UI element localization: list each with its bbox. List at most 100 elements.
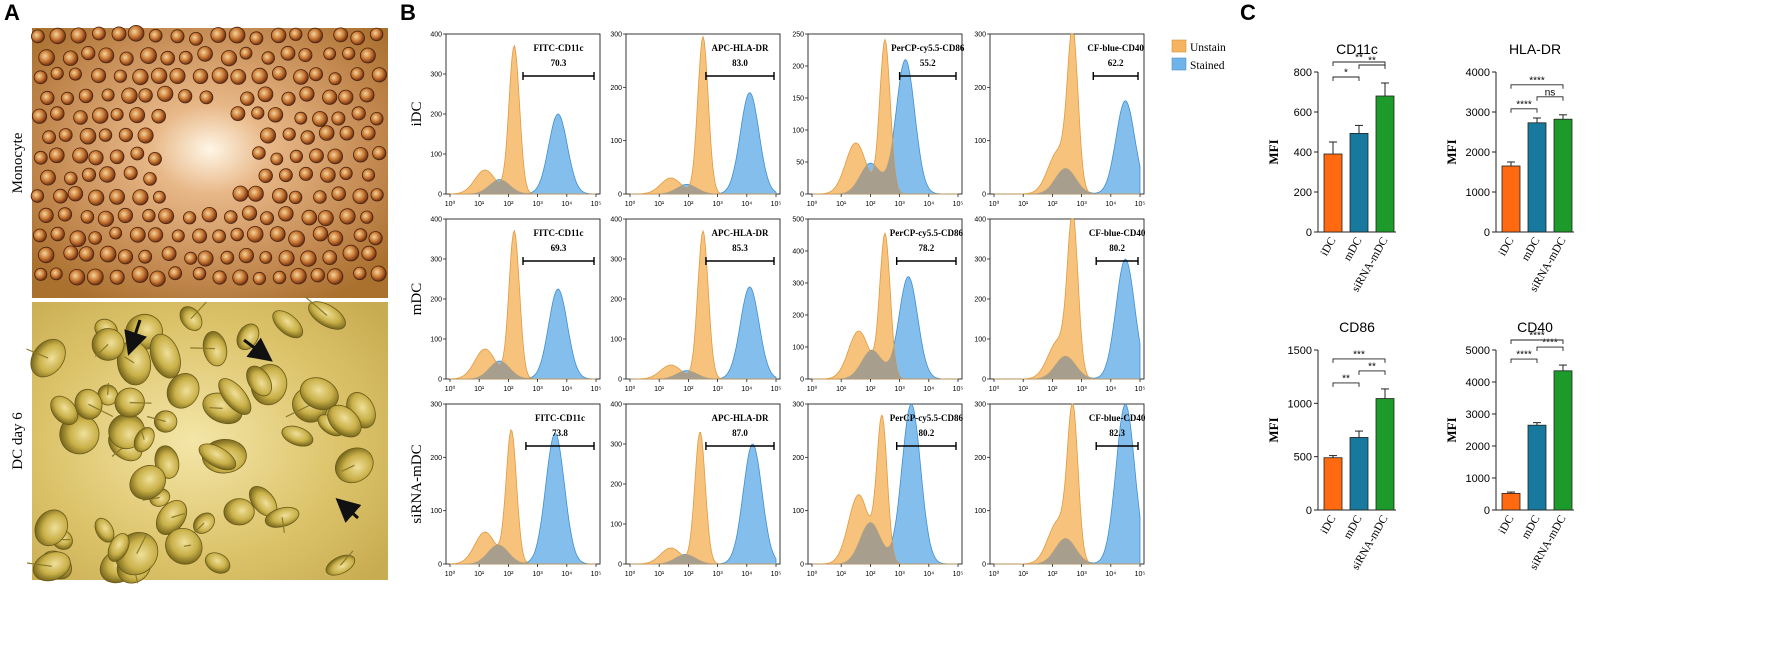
y-tick-label: 0 [982, 377, 986, 384]
x-tick-label: 10² [865, 201, 876, 208]
y-tick-label: 400 [430, 32, 442, 39]
dendritic-cell [246, 365, 273, 397]
monocyte-cell [98, 47, 115, 64]
x-tick-label: 10⁵ [953, 386, 964, 393]
bar-chart-title: HLA-DR [1509, 41, 1561, 57]
gate-percent-label: 83.0 [732, 58, 748, 68]
bar [1501, 492, 1521, 511]
x-tick-label: 10⁰ [807, 200, 818, 208]
significance-bracket [1332, 382, 1360, 387]
legend-swatch-unstain [1171, 39, 1187, 53]
dendritic-cell [198, 443, 237, 471]
dendrite-process [183, 544, 192, 547]
x-tick-label: 10³ [895, 201, 906, 208]
monocyte-cell [69, 230, 87, 248]
histogram-row-label: iDC [409, 101, 425, 126]
y-tick-label: 400 [610, 402, 622, 409]
gate-percent-label: 80.2 [1109, 243, 1125, 253]
y-tick-label: 200 [792, 64, 804, 71]
y-tick-label: 400 [1294, 147, 1312, 159]
monocyte-cell [117, 249, 134, 265]
monocyte-cell [309, 148, 324, 164]
x-tick-label: 10³ [1077, 201, 1088, 208]
overlap-histogram [450, 361, 596, 379]
x-tick-label: 10⁰ [807, 385, 818, 393]
monocyte-cell [149, 270, 166, 287]
y-tick-label: 100 [610, 522, 622, 529]
gate-percent-label: 82.3 [1109, 428, 1125, 438]
monocyte-cell [282, 127, 296, 141]
monocyte-cell [151, 108, 167, 124]
significance-label: **** [1516, 350, 1532, 361]
monocyte-cell [73, 110, 88, 125]
x-tick-label: 10⁵ [1135, 386, 1146, 393]
significance-bracket [1332, 61, 1386, 66]
gate-marker-label: APC-HLA-DR [711, 43, 768, 53]
x-tick-label: 10⁵ [1135, 201, 1146, 208]
monocyte-cell [353, 266, 367, 281]
bar [1349, 132, 1369, 233]
dendritic-cell [114, 387, 145, 418]
arrow-icon [124, 319, 148, 356]
y-tick-label: 100 [974, 138, 986, 145]
x-tick-label: 10⁰ [445, 570, 456, 578]
monocyte-cell [49, 267, 63, 281]
monocyte-cell [312, 225, 329, 242]
legend-label-unstain: Unstain [1190, 42, 1226, 54]
overlap-histogram [812, 140, 958, 194]
monocyte-cell [67, 185, 84, 202]
monocyte-cell [109, 149, 125, 165]
monocyte-cell [249, 31, 264, 46]
monocyte-cell [91, 107, 109, 124]
monocyte-cell [252, 146, 266, 160]
monocyte-cell [31, 108, 48, 124]
monocyte-cell [97, 210, 115, 227]
y-tick-label: 200 [1294, 187, 1312, 199]
x-tick-label: 10⁰ [625, 200, 636, 208]
monocyte-cell [148, 151, 162, 166]
dendritic-cell [107, 533, 130, 562]
y-tick-label: 100 [610, 138, 622, 145]
monocyte-cell [88, 231, 102, 245]
monocyte-cell [34, 267, 48, 281]
monocyte-cell [57, 207, 73, 222]
y-tick-label: 100 [430, 508, 442, 515]
monocyte-cell [211, 67, 229, 84]
monocyte-cell [160, 50, 176, 66]
monocyte-cell [92, 26, 106, 41]
x-tick-label: 10⁴ [561, 571, 572, 578]
y-tick-label: 0 [800, 562, 804, 569]
monocyte-cell [293, 69, 309, 85]
monocyte-cell [72, 147, 89, 164]
bar-chart-title: CD86 [1339, 319, 1375, 335]
monocyte-cell [123, 165, 138, 180]
dendrite-process [339, 550, 354, 566]
x-tick-label: 10⁴ [561, 386, 572, 393]
significance-label: **** [1529, 331, 1545, 342]
y-tick-label: 600 [1294, 107, 1312, 119]
x-tick-label: 10¹ [474, 386, 485, 393]
unstain-histogram [994, 33, 1140, 195]
y-tick-label: 2000 [1466, 147, 1490, 159]
x-tick-label: 10⁰ [625, 385, 636, 393]
y-tick-label: 1000 [1466, 473, 1490, 485]
monocyte-cell [50, 66, 64, 81]
monocyte-cell [111, 26, 127, 42]
monocyte-cell [110, 108, 124, 122]
dendrite-process [190, 301, 207, 320]
y-tick-label: 0 [982, 192, 986, 199]
y-tick-label: 500 [792, 217, 804, 224]
x-tick-label: 10⁴ [923, 201, 934, 208]
monocyte-cell [86, 268, 104, 286]
gate-marker-label: CF-blue-CD40 [1089, 413, 1146, 423]
x-tick-label: 10² [1047, 571, 1058, 578]
y-tick-label: 200 [430, 455, 442, 462]
significance-bracket [1332, 358, 1386, 363]
dendrite-process [304, 296, 328, 316]
bar [1375, 398, 1395, 511]
y-tick-label: 100 [792, 345, 804, 352]
y-tick-label: 100 [430, 337, 442, 344]
y-tick-label: 250 [792, 32, 804, 39]
y-tick-label: 0 [1306, 505, 1312, 517]
monocyte-cell [307, 27, 324, 44]
